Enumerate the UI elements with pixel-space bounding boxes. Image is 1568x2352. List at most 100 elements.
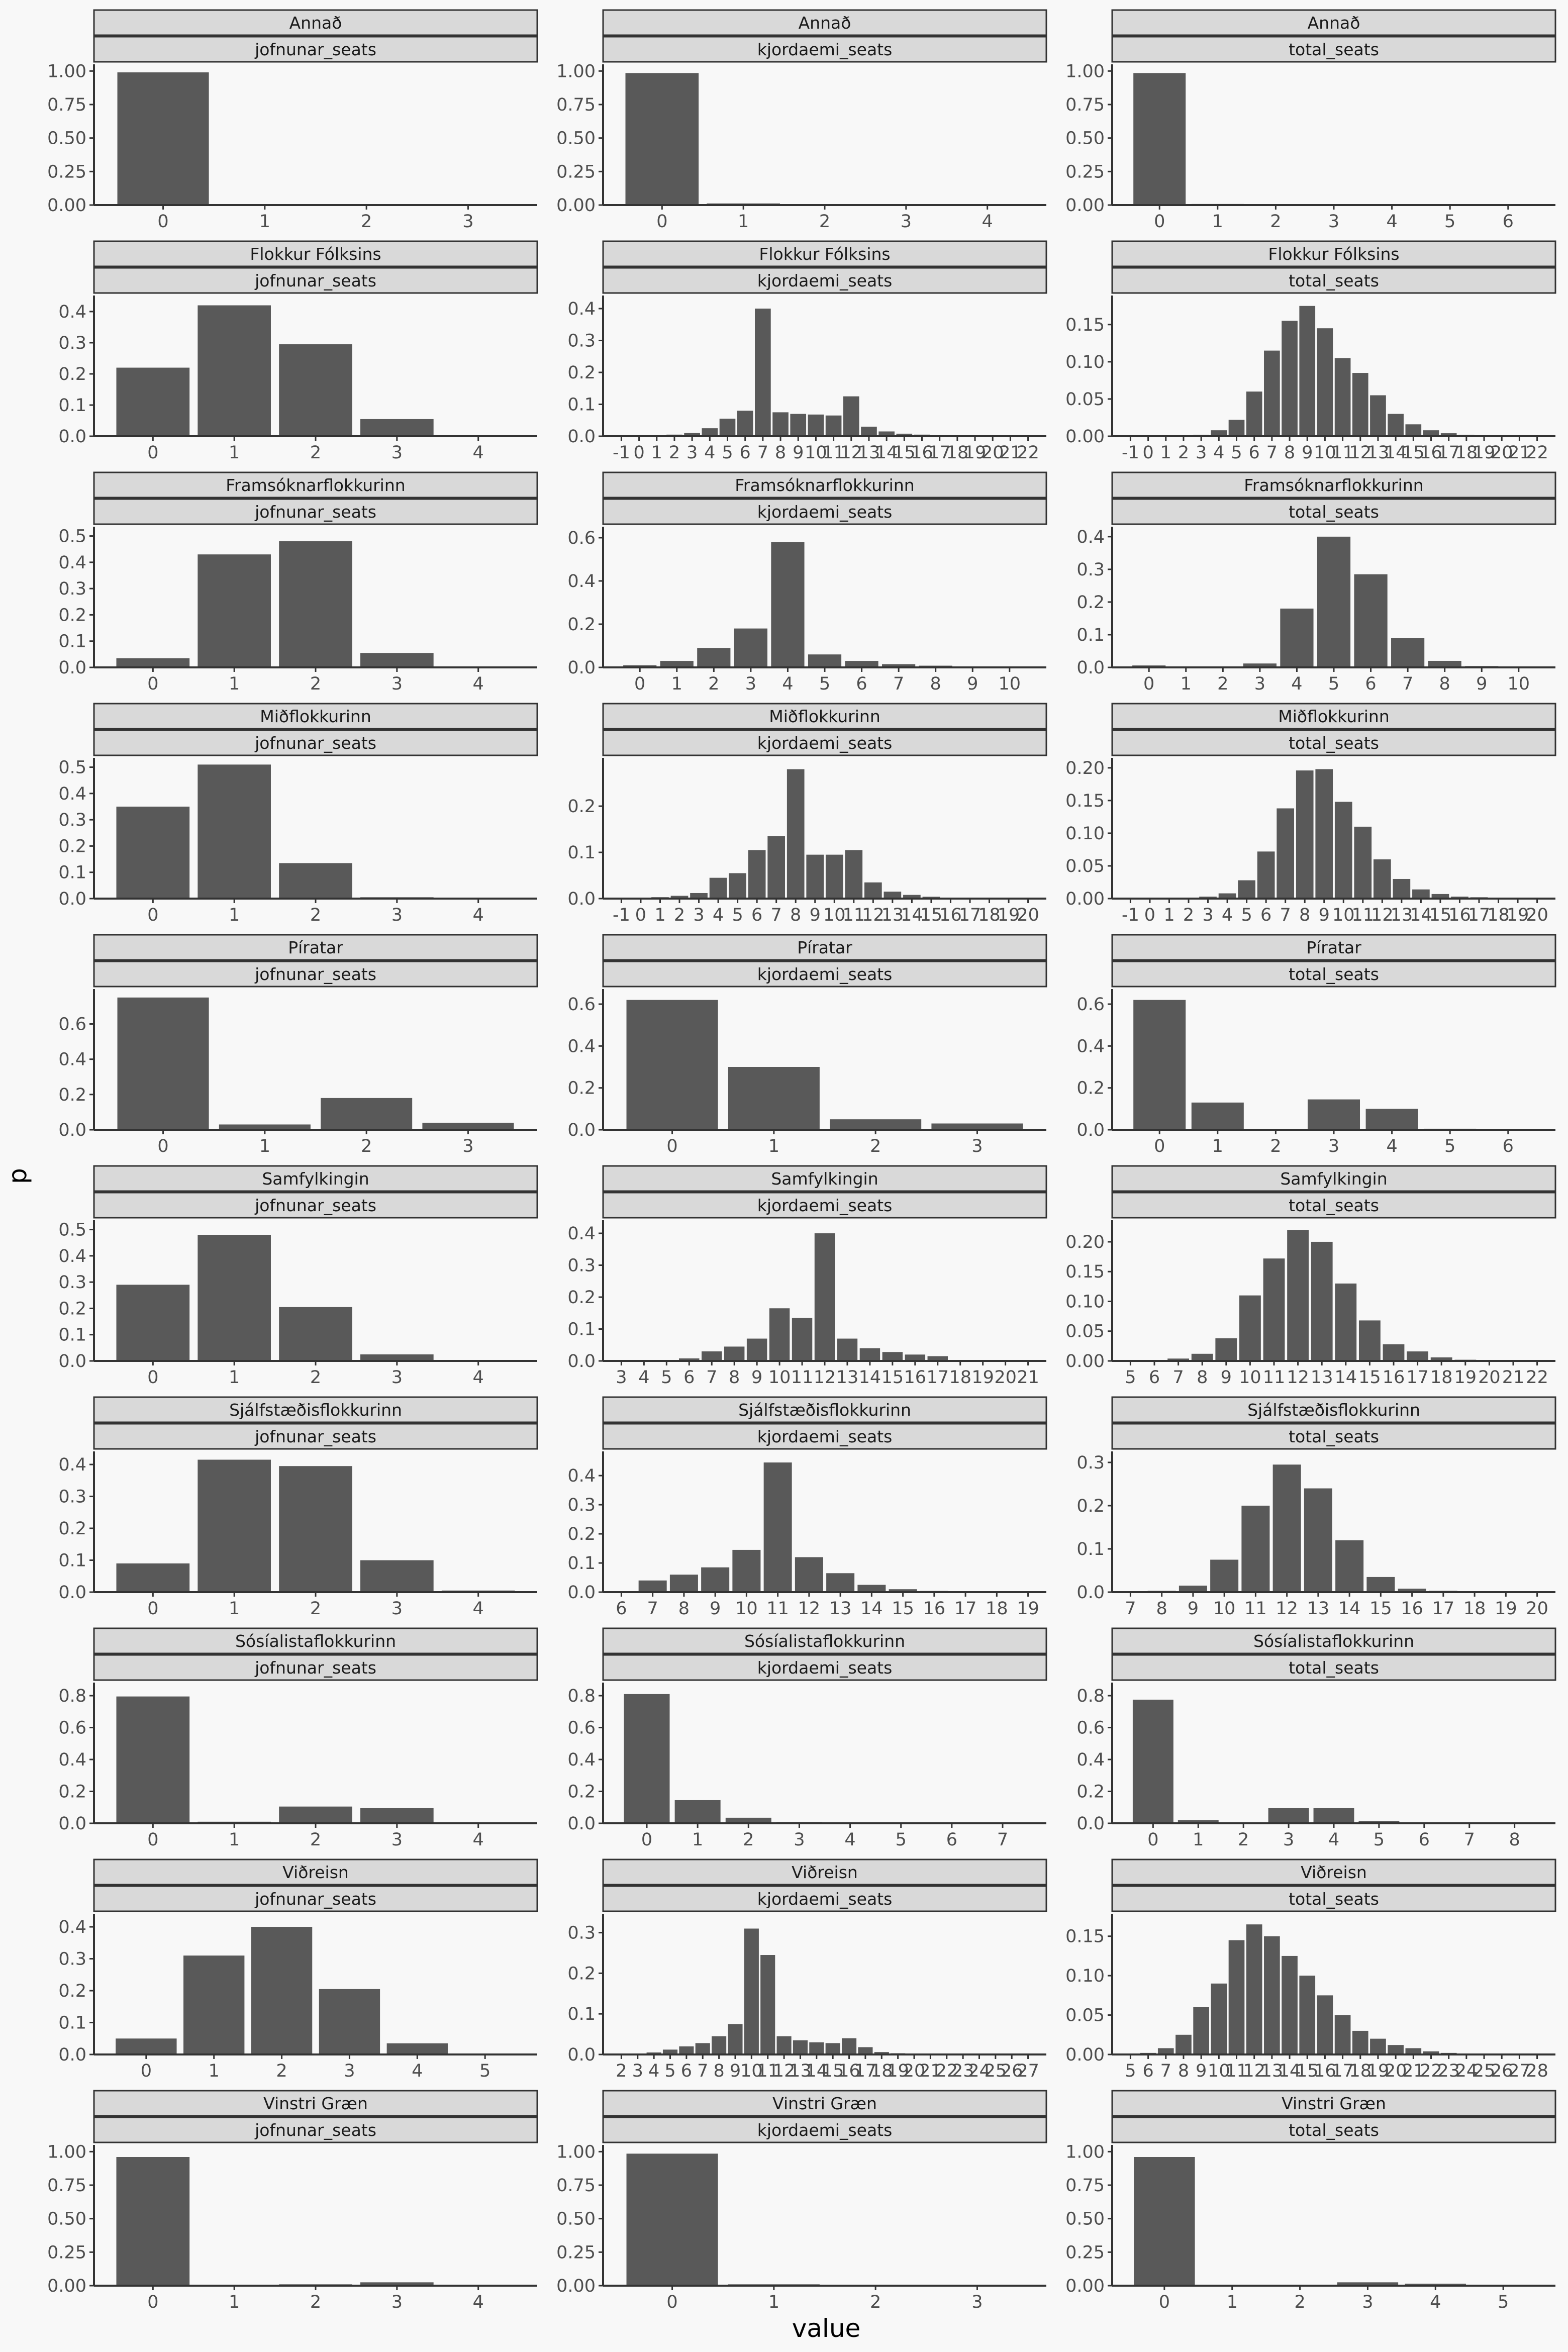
x-tick-label: 12 (1371, 905, 1394, 925)
y-tick-label: 0.3 (58, 1487, 86, 1507)
x-tick-label: 18 (1463, 1599, 1486, 1619)
y-tick-label: 0.4 (58, 1455, 86, 1475)
bar (874, 2052, 889, 2054)
y-tick-label: 0.00 (1065, 195, 1105, 216)
bar (837, 1338, 858, 1361)
x-tick-label: 4 (473, 674, 484, 694)
facet-panel: Framsóknarflokkurinn kjordaemi_seats 0.0 0.… (567, 471, 1047, 694)
bar (1179, 1586, 1207, 1592)
bar (198, 764, 271, 899)
x-tick-label: 15 (920, 905, 943, 925)
bar (728, 1067, 820, 1130)
x-tick-label: 15 (892, 1599, 914, 1619)
x-tick-label: 19 (1017, 1599, 1039, 1619)
facet-strip-variable-label: total_seats (1289, 40, 1379, 59)
bar (321, 1098, 413, 1130)
facet-panel: Vinstri Græn jofnunar_seats 0.00 0.25 0.50 0.… (47, 2090, 538, 2312)
y-tick-label: 0.8 (1076, 1686, 1105, 1706)
bar (1317, 328, 1333, 436)
y-tick-label: 0.6 (1076, 1718, 1105, 1738)
x-tick-label: 2 (870, 1136, 881, 1156)
facet-strip-variable (602, 960, 1047, 988)
y-tick-label: 0.5 (58, 527, 86, 547)
y-tick-label: 0.0 (58, 427, 86, 447)
bar (709, 877, 727, 899)
x-tick-label: 2 (310, 905, 321, 925)
facet-strip-variable (602, 1192, 1047, 1219)
bar (360, 2282, 434, 2286)
x-tick-label: 1 (229, 905, 240, 925)
facet-strip-party-label: Sósíalistaflokkurinn (1253, 1631, 1414, 1651)
facet-strip-variable (602, 729, 1047, 756)
y-tick-label: 0.4 (1076, 1036, 1105, 1056)
facet-strip-party (1111, 9, 1556, 36)
x-tick-label: 23 (952, 2061, 974, 2081)
x-tick-label: 4 (713, 905, 724, 925)
bar (771, 542, 805, 667)
bar (1423, 430, 1439, 436)
x-tick-label: 27 (1508, 2061, 1531, 2081)
bar (662, 2049, 678, 2054)
x-tick-label: 1 (671, 674, 682, 694)
bar (1352, 373, 1368, 436)
y-tick-label: 0.0 (1076, 1583, 1105, 1603)
x-tick-label: 21 (1017, 1367, 1039, 1388)
x-tick-label: 5 (1231, 443, 1242, 463)
bar (1210, 1559, 1239, 1592)
bar (422, 1122, 514, 1130)
bar (903, 895, 921, 899)
facet-panel: Framsóknarflokkurinn jofnunar_seats 0.0 0.1… (58, 471, 538, 694)
x-tick-label: 2 (310, 2292, 321, 2312)
facet-strip-party-label: Framsóknarflokkurinn (1244, 475, 1423, 495)
x-tick-label: 22 (1017, 443, 1039, 463)
facet-strip-variable (93, 1885, 538, 1912)
y-tick-label: 0.0 (567, 427, 596, 447)
bar (1218, 893, 1236, 899)
x-tick-label: 1 (1160, 443, 1171, 463)
x-tick-label: 8 (1509, 1830, 1520, 1850)
facet-strip-party (93, 471, 538, 499)
y-tick-label: 0.2 (567, 1079, 596, 1099)
y-tick-label: 0.0 (1076, 1120, 1105, 1140)
x-tick-label: 18 (1349, 2061, 1371, 2081)
x-tick-label: 17 (1432, 1599, 1455, 1619)
x-tick-label: 20 (1526, 1599, 1548, 1619)
x-tick-label: 1 (1212, 212, 1223, 232)
x-tick-label: 7 (997, 1830, 1008, 1850)
x-tick-label: -1 (613, 905, 630, 925)
y-tick-label: 0.3 (567, 1256, 596, 1276)
x-tick-label: 0 (1159, 2292, 1170, 2312)
x-tick-label: 0 (634, 674, 645, 694)
y-tick-label: 0.50 (1065, 2209, 1105, 2229)
bar (116, 2038, 177, 2054)
x-tick-label: 3 (391, 1599, 403, 1619)
y-tick-label: 0.0 (567, 1583, 596, 1603)
y-tick-label: 0.00 (1065, 427, 1105, 447)
x-tick-label: 2 (310, 1830, 321, 1850)
y-tick-label: 0.25 (556, 2242, 596, 2263)
y-tick-label: 0.1 (567, 2004, 596, 2024)
facet-strip-party-label: Sósíalistaflokkurinn (235, 1631, 396, 1651)
facet-strip-variable-label: kjordaemi_seats (757, 1427, 893, 1446)
bar (825, 2043, 840, 2054)
x-tick-label: 4 (704, 443, 715, 463)
x-tick-label: 15 (822, 2061, 844, 2081)
x-tick-label: 0 (147, 1599, 158, 1619)
x-tick-label: 4 (648, 2061, 659, 2081)
y-tick-label: 0.75 (1065, 2176, 1105, 2196)
x-tick-label: 6 (856, 674, 867, 694)
x-tick-label: 11 (791, 1367, 814, 1388)
bar (734, 628, 767, 667)
bar (198, 554, 271, 667)
x-tick-label: 5 (722, 443, 733, 463)
bar (1407, 1351, 1429, 1361)
facet-panel: Píratar total_seats 0.0 0.2 0.4 0.6 0 1 2 3 4 5 6 (1076, 934, 1556, 1156)
x-tick-label: 22 (1420, 2061, 1442, 2081)
y-tick-label: 0.75 (556, 95, 596, 115)
bar (1337, 2282, 1399, 2286)
facet-strip-variable (93, 729, 538, 756)
bar (1335, 1540, 1364, 1592)
bar (1264, 350, 1280, 436)
x-tick-label: 8 (678, 1599, 690, 1619)
x-tick-label: 18 (1430, 1367, 1453, 1388)
